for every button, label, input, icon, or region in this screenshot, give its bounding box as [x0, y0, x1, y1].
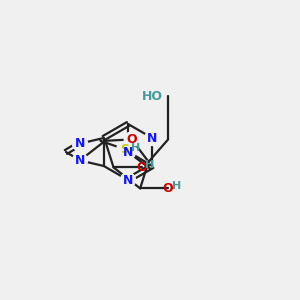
Circle shape [145, 130, 160, 146]
Text: N: N [123, 146, 133, 158]
Text: N: N [75, 154, 85, 167]
Circle shape [73, 136, 88, 151]
Text: HO: HO [142, 89, 163, 103]
Text: O: O [163, 182, 173, 195]
Text: O: O [136, 161, 147, 174]
Text: H: H [145, 160, 154, 170]
Circle shape [121, 145, 136, 160]
Circle shape [73, 153, 88, 168]
Text: S: S [120, 143, 129, 156]
Text: H: H [131, 143, 141, 153]
Circle shape [121, 172, 136, 188]
Circle shape [117, 142, 132, 157]
Circle shape [124, 132, 139, 147]
Text: N: N [75, 137, 85, 150]
Text: H: H [172, 182, 181, 191]
Text: O: O [126, 133, 137, 146]
Text: N: N [147, 131, 158, 145]
Text: N: N [123, 173, 133, 187]
